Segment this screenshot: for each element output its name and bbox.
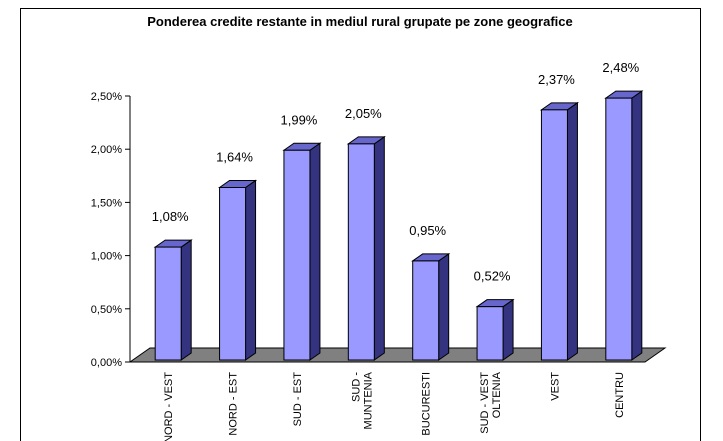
bar — [283, 149, 311, 361]
chart-title: Ponderea credite restante in mediul rura… — [147, 14, 573, 29]
x-tick-label: CENTRU — [614, 372, 626, 418]
value-label: 2,48% — [602, 60, 639, 75]
value-label: 1,64% — [216, 150, 253, 165]
x-tick-label: NORD - EST — [228, 372, 240, 436]
value-label: 1,08% — [152, 209, 189, 224]
bar-side — [309, 142, 321, 361]
x-tick-label: SUD - EST — [292, 372, 304, 427]
bar — [540, 109, 568, 361]
bar — [219, 187, 247, 361]
bar-side — [631, 90, 643, 361]
value-label: 0,95% — [409, 223, 446, 238]
y-tick-label: 1,00% — [91, 251, 122, 263]
y-tick-label: 2,50% — [91, 91, 122, 103]
bar-side — [373, 135, 385, 361]
value-label: 0,52% — [474, 269, 511, 284]
bar — [605, 97, 633, 361]
bar — [347, 143, 375, 361]
bar-side — [438, 252, 450, 361]
y-tick-label: 0,50% — [91, 304, 122, 316]
x-tick-label: VEST — [549, 372, 561, 401]
floor — [128, 347, 667, 363]
value-label: 2,37% — [538, 72, 575, 87]
bar — [476, 306, 504, 361]
x-tick-label: NORD - VEST — [163, 372, 175, 441]
value-label: 1,99% — [281, 112, 318, 127]
bar-side — [180, 239, 192, 361]
y-tick-label: 0,00% — [91, 357, 122, 369]
y-tick-label: 2,00% — [91, 144, 122, 156]
x-tick-label: SUD -MUNTENIA — [350, 371, 374, 429]
bar — [412, 260, 440, 361]
bar-side — [502, 298, 514, 361]
bar-side — [566, 101, 578, 361]
bar — [154, 246, 182, 361]
x-tick-label: SUD - VESTOLTENIA — [479, 371, 503, 433]
y-tick-label: 1,50% — [91, 197, 122, 209]
value-label: 2,05% — [345, 106, 382, 121]
x-tick-label: BUCURESTI — [421, 372, 433, 436]
bar-side — [245, 179, 257, 361]
